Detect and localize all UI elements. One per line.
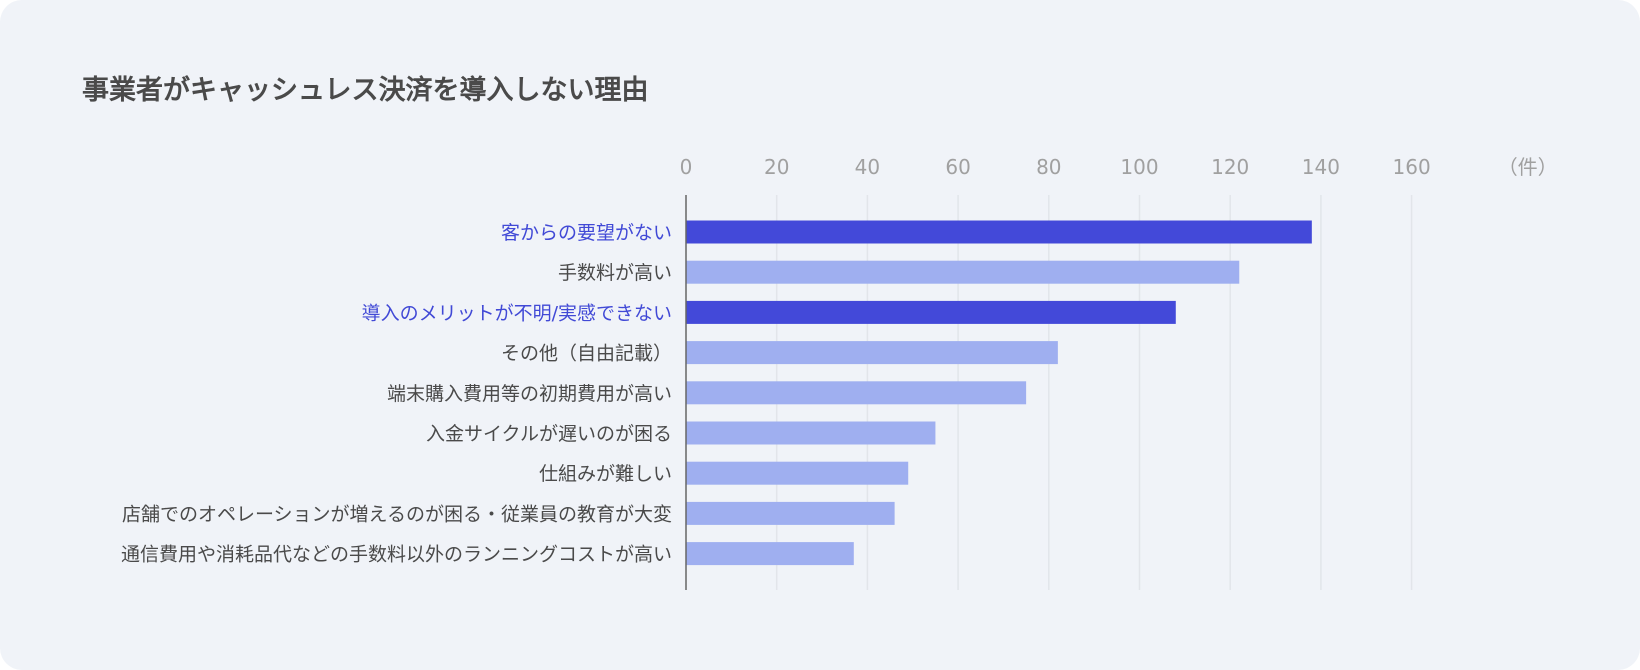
- chart-title: 事業者がキャッシュレス決済を導入しない理由: [82, 75, 649, 106]
- x-tick-label: 60: [945, 155, 970, 179]
- x-tick-label: 0: [680, 155, 693, 179]
- category-label: 入金サイクルが遅いのが困る: [426, 423, 672, 445]
- category-label: 端末購入費用等の初期費用が高い: [387, 383, 672, 405]
- bar: [686, 300, 1176, 324]
- bar: [686, 421, 936, 445]
- category-label: 手数料が高い: [558, 262, 672, 284]
- category-label: 店舗でのオペレーションが増えるのが困る・従業員の教育が大変: [122, 503, 672, 525]
- x-tick-label: 100: [1120, 155, 1158, 179]
- bar: [686, 381, 1027, 405]
- bar: [686, 341, 1058, 365]
- unit-label: （件）: [1498, 155, 1558, 179]
- bar: [686, 260, 1240, 284]
- x-tick-label: 40: [855, 155, 880, 179]
- category-label: 通信費用や消耗品代などの手数料以外のランニングコストが高い: [121, 544, 672, 566]
- x-tick-label: 160: [1393, 155, 1431, 179]
- category-label: 客からの要望がない: [501, 222, 672, 244]
- bar: [686, 542, 854, 566]
- bar: [686, 501, 895, 525]
- x-tick-label: 80: [1036, 155, 1061, 179]
- category-label: 仕組みが難しい: [539, 463, 672, 485]
- x-tick-label: 20: [764, 155, 789, 179]
- x-tick-label: 120: [1211, 155, 1249, 179]
- bar: [686, 220, 1312, 244]
- category-label: 導入のメリットが不明/実感できない: [362, 302, 672, 324]
- x-tick-label: 140: [1302, 155, 1340, 179]
- category-label: その他（自由記載）: [501, 343, 672, 365]
- bar: [686, 461, 909, 485]
